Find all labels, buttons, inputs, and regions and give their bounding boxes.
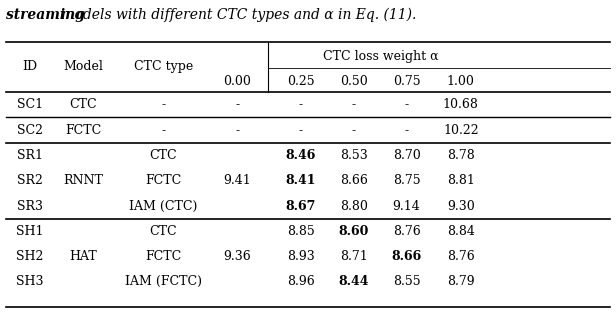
Text: -: - <box>299 124 302 137</box>
Text: 8.75: 8.75 <box>393 174 420 187</box>
Text: 8.76: 8.76 <box>447 250 475 263</box>
Text: 8.81: 8.81 <box>447 174 475 187</box>
Text: HAT: HAT <box>69 250 97 263</box>
Text: 9.14: 9.14 <box>392 199 421 212</box>
Text: 8.80: 8.80 <box>339 199 368 212</box>
Text: ID: ID <box>22 60 37 73</box>
Point <box>264 40 272 44</box>
Text: SC1: SC1 <box>17 98 43 111</box>
Text: 8.79: 8.79 <box>447 276 474 288</box>
Text: -: - <box>235 98 239 111</box>
Text: -: - <box>299 98 302 111</box>
Text: 10.68: 10.68 <box>443 98 479 111</box>
Text: -: - <box>405 124 408 137</box>
Text: SR1: SR1 <box>17 149 43 162</box>
Text: SR2: SR2 <box>17 174 43 187</box>
Text: 8.96: 8.96 <box>286 276 315 288</box>
Text: IAM (CTC): IAM (CTC) <box>129 199 197 212</box>
Text: 8.70: 8.70 <box>392 149 421 162</box>
Text: -: - <box>352 98 355 111</box>
Text: 9.36: 9.36 <box>223 250 251 263</box>
Text: 8.60: 8.60 <box>338 225 369 238</box>
Text: Model: Model <box>63 60 103 73</box>
Text: 1.00: 1.00 <box>447 75 475 88</box>
Text: CTC: CTC <box>70 98 97 111</box>
Text: -: - <box>161 124 165 137</box>
Text: FCTC: FCTC <box>145 174 181 187</box>
Text: 8.44: 8.44 <box>338 276 369 288</box>
Text: CTC: CTC <box>150 225 177 238</box>
Text: 0.75: 0.75 <box>393 75 420 88</box>
Text: FCTC: FCTC <box>65 124 101 137</box>
Text: 8.71: 8.71 <box>339 250 368 263</box>
Text: SH1: SH1 <box>16 225 43 238</box>
Point <box>264 90 272 94</box>
Text: 8.67: 8.67 <box>285 199 316 212</box>
Text: 9.41: 9.41 <box>223 174 251 187</box>
Text: 8.85: 8.85 <box>286 225 315 238</box>
Text: streaming: streaming <box>6 8 85 22</box>
Text: -: - <box>161 98 165 111</box>
Text: SC2: SC2 <box>17 124 43 137</box>
Text: IAM (FCTC): IAM (FCTC) <box>125 276 202 288</box>
Point <box>606 66 614 70</box>
Text: models with different CTC types and α in Eq. (11).: models with different CTC types and α in… <box>57 8 416 22</box>
Text: 9.30: 9.30 <box>447 199 475 212</box>
Point <box>264 66 272 70</box>
Text: 8.93: 8.93 <box>286 250 315 263</box>
Text: SR3: SR3 <box>17 199 43 212</box>
Text: CTC type: CTC type <box>134 60 193 73</box>
Text: 8.66: 8.66 <box>391 250 422 263</box>
Text: SH2: SH2 <box>16 250 43 263</box>
Text: 0.25: 0.25 <box>287 75 314 88</box>
Text: CTC loss weight α: CTC loss weight α <box>323 50 439 63</box>
Text: -: - <box>352 124 355 137</box>
Text: 8.46: 8.46 <box>285 149 316 162</box>
Text: 8.78: 8.78 <box>447 149 475 162</box>
Text: 8.41: 8.41 <box>285 174 316 187</box>
Text: CTC: CTC <box>150 149 177 162</box>
Text: 8.76: 8.76 <box>392 225 421 238</box>
Text: -: - <box>405 98 408 111</box>
Text: 8.84: 8.84 <box>447 225 475 238</box>
Text: 8.53: 8.53 <box>339 149 368 162</box>
Text: RNNT: RNNT <box>63 174 103 187</box>
Text: -: - <box>235 124 239 137</box>
Text: SH3: SH3 <box>16 276 43 288</box>
Text: 8.66: 8.66 <box>339 174 368 187</box>
Text: 0.50: 0.50 <box>339 75 368 88</box>
Text: FCTC: FCTC <box>145 250 181 263</box>
Text: 8.55: 8.55 <box>393 276 420 288</box>
Text: 0.00: 0.00 <box>223 75 251 88</box>
Text: 10.22: 10.22 <box>443 124 479 137</box>
